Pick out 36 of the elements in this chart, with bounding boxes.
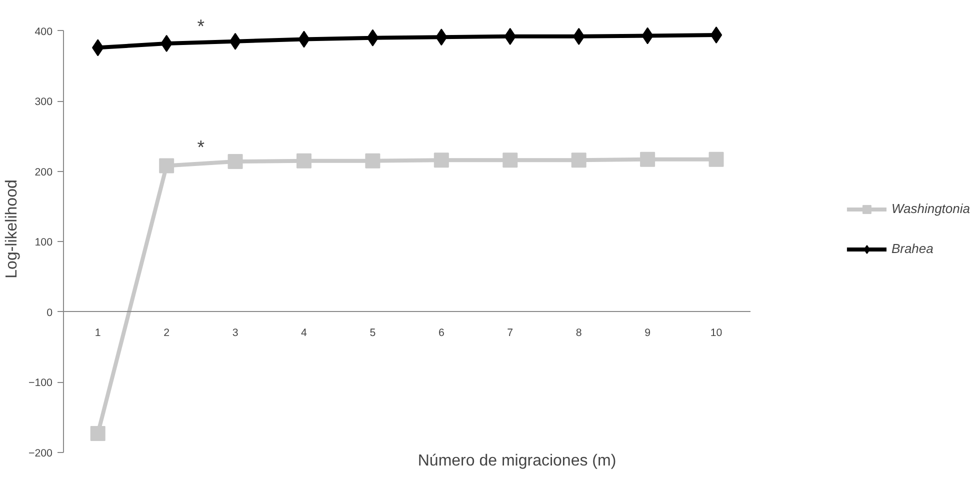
- annotation: *: [197, 15, 205, 36]
- y-tick-label: 0: [46, 306, 53, 319]
- y-tick-label: 100: [34, 236, 53, 249]
- x-tick-label: 3: [232, 326, 238, 339]
- point: [640, 152, 656, 167]
- legend-label: Washingtonia: [891, 201, 970, 216]
- x-tick-label: 2: [164, 326, 170, 339]
- x-tick-label: 5: [370, 326, 376, 339]
- y-tick-label: −100: [28, 377, 53, 390]
- point: [571, 152, 586, 168]
- point: [710, 26, 722, 44]
- point: [365, 153, 380, 168]
- x-tick-label: 4: [301, 326, 308, 339]
- x-axis-title: Número de migraciones (m): [418, 452, 616, 470]
- point: [502, 152, 518, 168]
- point: [229, 32, 242, 50]
- point: [90, 426, 106, 442]
- y-tick-label: −200: [28, 448, 53, 460]
- point: [159, 158, 174, 174]
- x-tick-label: 8: [576, 326, 582, 339]
- point: [434, 152, 449, 168]
- x-tick-label: 7: [507, 326, 514, 339]
- y-axis-title: Log-likelihood: [3, 180, 20, 278]
- y-tick-label: 400: [34, 26, 53, 38]
- point: [366, 29, 379, 46]
- legend-label: Brahea: [891, 241, 934, 256]
- annotation: *: [197, 136, 205, 158]
- y-tick-label: 300: [34, 96, 53, 108]
- point: [708, 152, 724, 167]
- x-tick-label: 1: [94, 326, 101, 339]
- x-tick-label: 9: [644, 326, 651, 339]
- x-tick-label: 10: [710, 326, 722, 339]
- point: [296, 153, 312, 168]
- point: [228, 154, 243, 170]
- x-tick-label: 6: [438, 326, 444, 339]
- y-tick-label: 200: [34, 166, 53, 178]
